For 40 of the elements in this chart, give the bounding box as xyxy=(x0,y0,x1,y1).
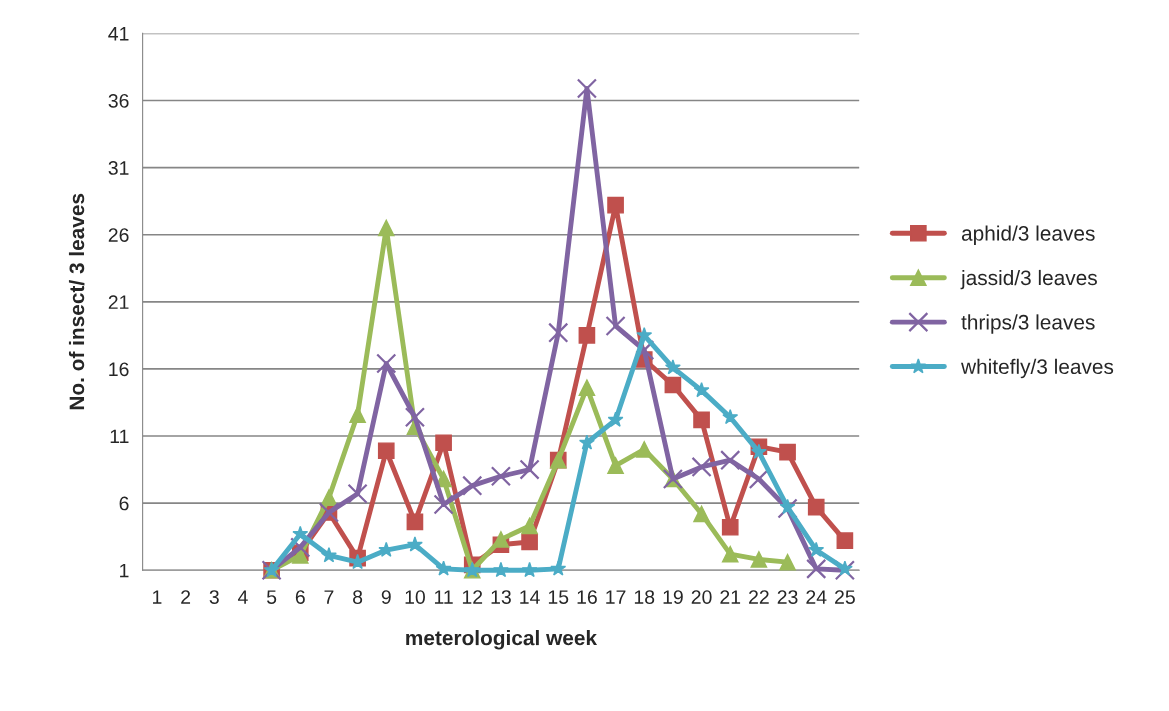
x-tick-label: 17 xyxy=(606,590,626,604)
legend-label: whitefly/3 leaves xyxy=(961,358,1114,379)
x-tick-label: 11 xyxy=(434,590,453,604)
y-tick-label: 36 xyxy=(108,93,129,108)
x-tick-label: 18 xyxy=(634,590,655,604)
y-tick-label: 41 xyxy=(108,27,129,41)
legend-label: jassid/3 leaves xyxy=(960,269,1097,290)
x-tick-label: 13 xyxy=(491,590,511,604)
x-tick-label: 16 xyxy=(577,590,597,604)
x-axis-title: meterological week xyxy=(406,630,598,650)
x-tick-label: 3 xyxy=(209,590,219,604)
y-axis-title: No. of insect/ 3 leaves xyxy=(68,193,85,410)
x-tick-label: 10 xyxy=(405,590,425,604)
x-tick-label: 20 xyxy=(691,590,712,604)
y-tick-label: 11 xyxy=(110,429,129,444)
x-tick-label: 22 xyxy=(749,590,769,604)
x-tick-label: 1 xyxy=(153,590,162,604)
y-tick-label: 16 xyxy=(109,362,129,377)
x-tick-label: 9 xyxy=(381,590,391,604)
x-tick-label: 2 xyxy=(181,590,191,604)
x-tick-label: 19 xyxy=(663,590,683,604)
x-tick-label: 12 xyxy=(462,590,483,604)
y-tick-label: 26 xyxy=(108,228,129,242)
x-tick-label: 5 xyxy=(266,590,277,604)
y-tick-label: 21 xyxy=(108,295,129,309)
y-tick-label: 31 xyxy=(108,161,129,175)
x-tick-label: 15 xyxy=(548,590,569,604)
x-tick-label: 24 xyxy=(806,590,827,604)
y-tick-label: 1 xyxy=(120,563,129,578)
legend-label: aphid/3 leaves xyxy=(961,225,1095,245)
y-tick-label: 6 xyxy=(119,496,129,511)
x-tick-label: 23 xyxy=(777,590,798,604)
x-tick-label: 25 xyxy=(835,590,855,604)
legend-label: thrips/3 leaves xyxy=(961,314,1095,334)
x-tick-label: 4 xyxy=(237,590,248,604)
x-tick-label: 6 xyxy=(295,590,305,604)
x-tick-label: 7 xyxy=(324,590,334,604)
x-tick-label: 14 xyxy=(520,590,540,604)
x-tick-label: 21 xyxy=(720,590,741,604)
x-tick-label: 8 xyxy=(353,590,363,604)
